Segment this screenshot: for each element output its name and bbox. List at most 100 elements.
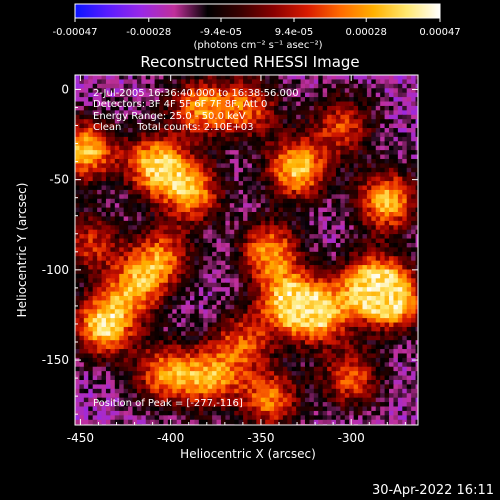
heatmap-cell — [358, 114, 364, 120]
heatmap-cell — [274, 335, 280, 341]
heatmap-cell — [256, 75, 262, 80]
heatmap-cell — [216, 92, 222, 98]
heatmap-cell — [110, 287, 116, 293]
heatmap-cell — [313, 167, 319, 173]
heatmap-cell — [358, 273, 364, 279]
heatmap-cell — [247, 141, 253, 147]
heatmap-cell — [358, 234, 364, 240]
heatmap-cell — [198, 265, 204, 271]
heatmap-cell — [260, 163, 266, 169]
heatmap-cell — [79, 172, 85, 178]
heatmap-cell — [415, 309, 418, 315]
heatmap-cell — [358, 220, 364, 226]
heatmap-cell — [327, 282, 333, 288]
heatmap-cell — [114, 265, 120, 271]
heatmap-cell — [384, 207, 390, 213]
heatmap-cell — [402, 158, 408, 164]
heatmap-cell — [327, 101, 333, 107]
heatmap-cell — [269, 282, 275, 288]
heatmap-cell — [88, 225, 94, 231]
heatmap-cell — [154, 234, 160, 240]
heatmap-cell — [318, 158, 324, 164]
heatmap-cell — [287, 150, 293, 156]
heatmap-cell — [194, 105, 200, 111]
heatmap-cell — [300, 83, 306, 89]
heatmap-cell — [172, 260, 178, 266]
heatmap-cell — [304, 349, 310, 355]
heatmap-cell — [282, 92, 288, 98]
heatmap-cell — [331, 287, 337, 293]
heatmap-cell — [114, 150, 120, 156]
heatmap-cell — [234, 105, 240, 111]
heatmap-cell — [110, 97, 116, 103]
heatmap-cell — [212, 189, 218, 195]
heatmap-cell — [101, 247, 107, 253]
heatmap-cell — [136, 278, 142, 284]
heatmap-cell — [322, 269, 328, 275]
heatmap-cell — [220, 353, 226, 359]
heatmap-cell — [136, 136, 142, 142]
heatmap-cell — [366, 238, 372, 244]
heatmap-cell — [194, 331, 200, 337]
heatmap-cell — [402, 331, 408, 337]
heatmap-cell — [340, 136, 346, 142]
heatmap-cell — [212, 265, 218, 271]
heatmap-cell — [313, 256, 319, 262]
heatmap-cell — [402, 141, 408, 147]
heatmap-cell — [88, 216, 94, 222]
heatmap-cell — [123, 242, 129, 248]
heatmap-cell — [322, 110, 328, 116]
heatmap-cell — [344, 181, 350, 187]
heatmap-cell — [300, 349, 306, 355]
heatmap-cell — [141, 225, 147, 231]
heatmap-cell — [194, 313, 200, 319]
heatmap-cell — [145, 322, 151, 328]
heatmap-cell — [212, 322, 218, 328]
heatmap-cell — [282, 110, 288, 116]
heatmap-cell — [150, 79, 156, 85]
heatmap-cell — [402, 75, 408, 80]
heatmap-cell — [411, 234, 417, 240]
heatmap-cell — [132, 75, 138, 80]
heatmap-cell — [238, 287, 244, 293]
heatmap-cell — [194, 110, 200, 116]
heatmap-cell — [327, 79, 333, 85]
heatmap-cell — [159, 194, 165, 200]
heatmap-cell — [172, 269, 178, 275]
heatmap-cell — [189, 172, 195, 178]
heatmap-cell — [163, 220, 169, 226]
heatmap-cell — [163, 145, 169, 151]
heatmap-cell — [300, 309, 306, 315]
heatmap-cell — [185, 229, 191, 235]
heatmap-cell — [309, 185, 315, 191]
heatmap-cell — [269, 145, 275, 151]
heatmap-cell — [406, 105, 412, 111]
heatmap-cell — [181, 287, 187, 293]
heatmap-cell — [415, 247, 418, 253]
heatmap-cell — [216, 247, 222, 253]
heatmap-cell — [327, 154, 333, 160]
heatmap-cell — [145, 101, 151, 107]
heatmap-cell — [159, 158, 165, 164]
heatmap-cell — [344, 119, 350, 125]
heatmap-cell — [207, 278, 213, 284]
heatmap-cell — [313, 136, 319, 142]
heatmap-cell — [287, 198, 293, 204]
heatmap-cell — [344, 92, 350, 98]
heatmap-cell — [154, 287, 160, 293]
heatmap-cell — [309, 225, 315, 231]
heatmap-cell — [97, 349, 103, 355]
heatmap-cell — [313, 326, 319, 332]
heatmap-cell — [114, 212, 120, 217]
heatmap-cell — [247, 132, 253, 138]
heatmap-cell — [145, 123, 151, 129]
heatmap-cell — [304, 309, 310, 315]
heatmap-cell — [304, 353, 310, 359]
heatmap-cell — [114, 207, 120, 213]
heatmap-cell — [287, 194, 293, 200]
heatmap-cell — [287, 79, 293, 85]
heatmap-cell — [83, 141, 89, 147]
heatmap-cell — [181, 220, 187, 226]
heatmap-cell — [371, 256, 377, 262]
heatmap-cell — [119, 304, 125, 310]
